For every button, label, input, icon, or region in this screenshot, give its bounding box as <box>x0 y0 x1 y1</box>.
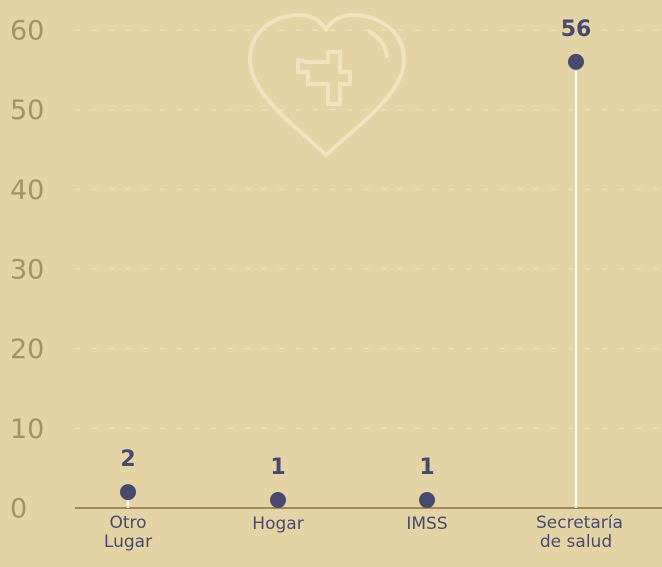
x-tick-label: IMSS <box>406 514 448 534</box>
y-tick-label: 60 <box>10 16 44 47</box>
y-tick-label: 10 <box>10 414 44 445</box>
value-label: 2 <box>120 447 135 472</box>
x-tick-label: Hogar <box>252 514 304 534</box>
y-tick-label: 40 <box>10 175 44 206</box>
value-label: 1 <box>270 455 285 480</box>
y-tick-label: 0 <box>10 494 27 525</box>
y-tick-label: 30 <box>10 255 44 286</box>
x-tick-label-box: Otro Lugar <box>58 514 198 552</box>
x-tick-label-box: Secretaría de salud <box>506 514 646 552</box>
x-tick-label-box: Hogar <box>208 514 348 534</box>
heart-icon <box>248 13 406 157</box>
dot <box>270 492 286 509</box>
value-label: 1 <box>419 455 434 480</box>
dot <box>120 484 136 501</box>
x-tick-label: Otro Lugar <box>103 513 153 552</box>
dot <box>419 492 435 509</box>
x-tick-label-box: IMSS <box>357 514 497 534</box>
dot <box>568 53 584 70</box>
y-tick-label: 20 <box>10 334 44 365</box>
y-tick-label: 50 <box>10 95 44 126</box>
x-tick-label: Secretaría de salud <box>536 513 623 552</box>
value-label: 56 <box>561 17 592 42</box>
